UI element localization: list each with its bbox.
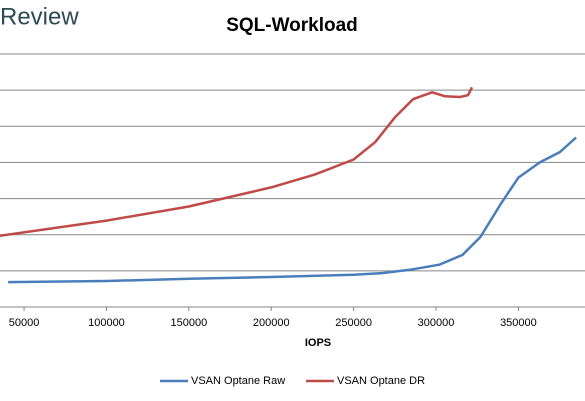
x-axis-label: IOPS — [305, 337, 331, 349]
x-tick-label: 200000 — [253, 317, 290, 329]
x-tick-label: 100000 — [88, 317, 125, 329]
x-tick-label: 50000 — [9, 317, 40, 329]
x-tick-label: 150000 — [170, 317, 207, 329]
series-line — [0, 86, 474, 238]
legend-label: VSAN Optane DR — [337, 375, 425, 387]
series-line — [8, 136, 577, 284]
x-tick-label: 300000 — [418, 317, 455, 329]
x-tick-label: 250000 — [335, 317, 372, 329]
brand: Review — [0, 3, 79, 30]
x-tick-label: 350000 — [500, 317, 537, 329]
chart-title: SQL-Workload — [226, 15, 358, 36]
legend-label: VSAN Optane Raw — [191, 375, 285, 387]
